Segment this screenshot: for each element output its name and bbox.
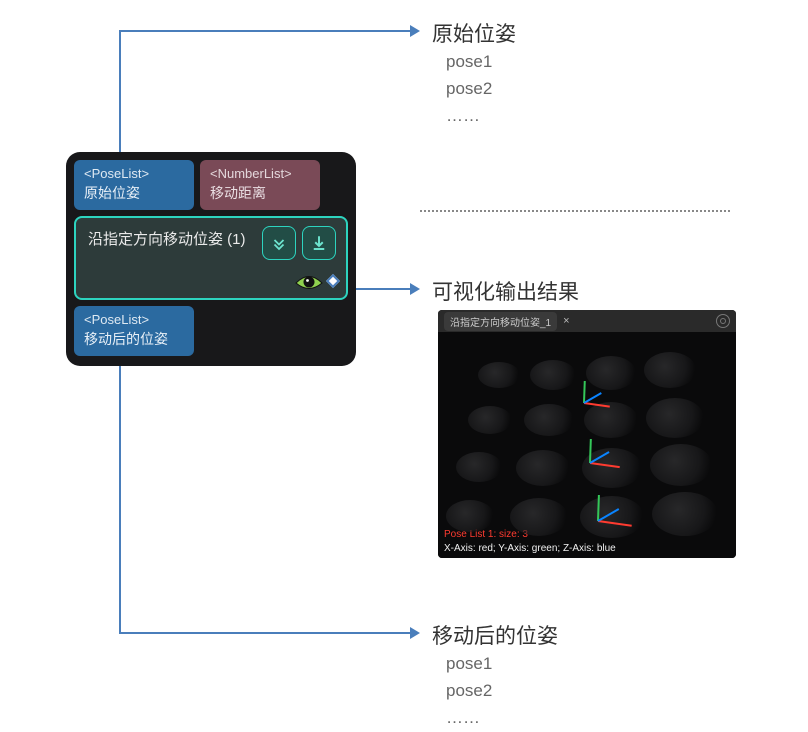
anno-line: pose2	[446, 75, 492, 102]
connector-line	[119, 358, 121, 632]
port-type: <PoseList>	[84, 312, 184, 327]
connector-arrow	[410, 25, 420, 37]
visualization-panel: 沿指定方向移动位姿_1 × Pose List 1: size: 3 X-Axi…	[438, 310, 736, 558]
node-body[interactable]: 沿指定方向移动位姿 (1)	[74, 216, 348, 300]
connector-line	[119, 30, 411, 32]
point-cloud-blob	[456, 452, 502, 482]
point-cloud-blob	[524, 404, 574, 436]
connector-line	[119, 632, 411, 634]
port-label: 移动后的位姿	[84, 329, 184, 349]
annotation-lines-bottom: pose1 pose2 ……	[446, 650, 492, 732]
point-cloud-blob	[586, 356, 636, 390]
viz-overlay-line2: X-Axis: red; Y-Axis: green; Z-Axis: blue	[444, 543, 616, 554]
eye-icon	[294, 270, 324, 292]
output-port-poselist[interactable]: <PoseList> 移动后的位姿	[74, 306, 194, 356]
expand-down-icon[interactable]	[262, 226, 296, 260]
port-label: 原始位姿	[84, 183, 184, 203]
viz-scene[interactable]: Pose List 1: size: 3 X-Axis: red; Y-Axis…	[438, 332, 736, 558]
diagram-canvas: 原始位姿 pose1 pose2 …… 可视化输出结果 移动后的位姿 pose1…	[0, 0, 808, 728]
point-cloud-blob	[446, 500, 494, 532]
connector-arrow	[410, 283, 420, 295]
node-action-icons	[262, 226, 336, 260]
anno-line: ……	[446, 102, 492, 129]
node-card: <PoseList> 原始位姿 <NumberList> 移动距离 沿指定方向移…	[66, 152, 356, 366]
port-label: 移动距离	[210, 183, 310, 203]
annotation-title-mid: 可视化输出结果	[432, 276, 579, 306]
anno-line: pose2	[446, 677, 492, 704]
visualize-output[interactable]	[294, 270, 338, 292]
point-cloud-blob	[478, 362, 520, 388]
point-cloud-blob	[510, 498, 568, 536]
point-cloud-blob	[584, 402, 638, 438]
point-cloud-blob	[646, 398, 704, 438]
point-cloud-blob	[650, 444, 712, 486]
input-port-numberlist[interactable]: <NumberList> 移动距离	[200, 160, 320, 210]
annotation-title-top: 原始位姿	[432, 18, 516, 48]
viz-header: 沿指定方向移动位姿_1 ×	[438, 310, 736, 332]
point-cloud-blob	[516, 450, 570, 486]
close-icon[interactable]: ×	[563, 315, 569, 327]
input-port-poselist[interactable]: <PoseList> 原始位姿	[74, 160, 194, 210]
port-type: <NumberList>	[210, 166, 310, 181]
dotted-divider	[420, 210, 730, 212]
gear-icon[interactable]	[716, 314, 730, 328]
anno-line: pose1	[446, 650, 492, 677]
viz-tab[interactable]: 沿指定方向移动位姿_1	[444, 312, 557, 331]
anno-line: ……	[446, 704, 492, 731]
port-type: <PoseList>	[84, 166, 184, 181]
download-icon[interactable]	[302, 226, 336, 260]
connector-rhombus	[326, 274, 340, 288]
annotation-title-bottom: 移动后的位姿	[432, 620, 558, 650]
connector-line	[119, 30, 121, 168]
connector-line	[356, 288, 411, 290]
point-cloud-blob	[530, 360, 576, 390]
annotation-lines-top: pose1 pose2 ……	[446, 48, 492, 130]
connector-arrow	[410, 627, 420, 639]
viz-overlay-line1: Pose List 1: size: 3	[444, 529, 528, 540]
point-cloud-blob	[468, 406, 512, 434]
point-cloud-blob	[652, 492, 718, 536]
point-cloud-blob	[580, 496, 644, 538]
point-cloud-blob	[644, 352, 696, 388]
input-ports: <PoseList> 原始位姿 <NumberList> 移动距离	[74, 160, 348, 210]
anno-line: pose1	[446, 48, 492, 75]
